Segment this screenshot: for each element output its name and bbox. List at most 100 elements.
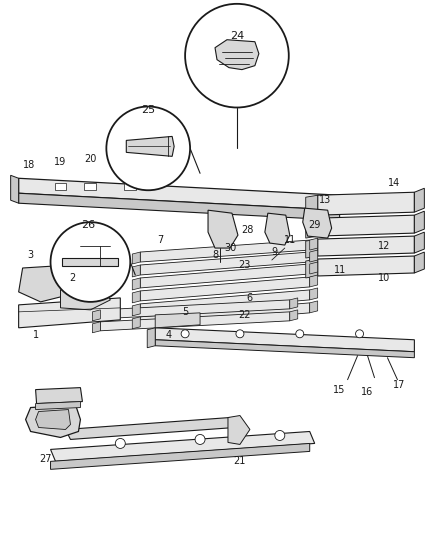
Polygon shape <box>140 252 310 275</box>
Text: 27: 27 <box>39 455 52 464</box>
Polygon shape <box>124 183 136 190</box>
Circle shape <box>181 330 189 338</box>
Polygon shape <box>155 328 414 352</box>
Polygon shape <box>140 290 310 314</box>
Text: 17: 17 <box>393 379 406 390</box>
Text: 8: 8 <box>212 250 218 260</box>
Text: 18: 18 <box>22 160 35 171</box>
Circle shape <box>185 4 289 108</box>
Text: 9: 9 <box>272 247 278 257</box>
Text: 1: 1 <box>32 330 39 340</box>
Polygon shape <box>155 340 414 358</box>
Polygon shape <box>414 232 424 253</box>
Polygon shape <box>50 443 310 470</box>
Polygon shape <box>140 277 310 301</box>
Text: 11: 11 <box>284 235 296 245</box>
Text: 6: 6 <box>247 293 253 303</box>
Polygon shape <box>310 250 318 262</box>
Polygon shape <box>140 264 310 288</box>
Text: 3: 3 <box>28 250 34 260</box>
Polygon shape <box>306 239 318 258</box>
Text: 19: 19 <box>54 157 67 167</box>
Circle shape <box>195 434 205 445</box>
Polygon shape <box>19 193 339 220</box>
Polygon shape <box>140 240 310 262</box>
Polygon shape <box>132 291 140 303</box>
Polygon shape <box>414 211 424 233</box>
Polygon shape <box>35 387 82 403</box>
Polygon shape <box>310 288 318 300</box>
Polygon shape <box>35 409 71 430</box>
Polygon shape <box>132 278 140 290</box>
Polygon shape <box>60 285 110 310</box>
Polygon shape <box>126 136 174 156</box>
Polygon shape <box>310 262 318 274</box>
Polygon shape <box>132 304 140 316</box>
Text: 13: 13 <box>318 195 331 205</box>
Polygon shape <box>25 405 81 438</box>
Circle shape <box>115 439 125 448</box>
Polygon shape <box>11 175 19 203</box>
Text: 7: 7 <box>157 235 163 245</box>
Polygon shape <box>100 300 290 319</box>
Polygon shape <box>228 416 250 445</box>
Text: 26: 26 <box>81 220 95 230</box>
Polygon shape <box>318 215 414 236</box>
Polygon shape <box>414 188 424 212</box>
Text: 22: 22 <box>239 310 251 320</box>
Text: 25: 25 <box>141 106 155 116</box>
Text: 14: 14 <box>389 178 401 188</box>
Polygon shape <box>208 210 238 248</box>
Text: 10: 10 <box>378 273 391 283</box>
Text: 21: 21 <box>234 456 246 466</box>
Polygon shape <box>132 265 140 277</box>
Polygon shape <box>19 298 120 328</box>
Text: 4: 4 <box>165 330 171 340</box>
Circle shape <box>275 431 285 440</box>
Polygon shape <box>35 401 81 409</box>
Polygon shape <box>85 183 96 190</box>
Text: 2: 2 <box>69 273 76 283</box>
Text: 23: 23 <box>239 260 251 270</box>
Text: 5: 5 <box>182 307 188 317</box>
Polygon shape <box>155 313 200 328</box>
Text: 24: 24 <box>230 31 244 41</box>
Polygon shape <box>66 417 235 439</box>
Polygon shape <box>306 218 318 238</box>
Circle shape <box>296 330 304 338</box>
Polygon shape <box>92 322 100 333</box>
Polygon shape <box>132 252 140 264</box>
Text: 11: 11 <box>333 265 346 275</box>
Polygon shape <box>303 208 332 238</box>
Polygon shape <box>265 213 290 245</box>
Polygon shape <box>310 275 318 287</box>
Polygon shape <box>310 301 318 313</box>
Polygon shape <box>318 236 414 256</box>
Circle shape <box>236 330 244 338</box>
Circle shape <box>356 330 364 338</box>
Polygon shape <box>63 258 118 266</box>
Polygon shape <box>132 317 140 329</box>
Polygon shape <box>310 238 318 250</box>
Text: 29: 29 <box>308 220 321 230</box>
Circle shape <box>50 222 130 302</box>
Text: 12: 12 <box>378 241 391 251</box>
Polygon shape <box>290 298 298 309</box>
Polygon shape <box>318 192 414 215</box>
Polygon shape <box>290 310 298 321</box>
Polygon shape <box>414 252 424 273</box>
Polygon shape <box>140 303 310 327</box>
Text: 15: 15 <box>333 385 346 394</box>
Polygon shape <box>50 432 314 462</box>
Polygon shape <box>19 265 81 302</box>
Text: 28: 28 <box>242 225 254 235</box>
Polygon shape <box>215 40 259 70</box>
Polygon shape <box>306 195 318 217</box>
Polygon shape <box>92 310 100 321</box>
Text: 20: 20 <box>84 155 97 164</box>
Circle shape <box>106 107 190 190</box>
Text: 30: 30 <box>224 243 236 253</box>
Polygon shape <box>147 328 155 348</box>
Polygon shape <box>54 183 67 190</box>
Polygon shape <box>306 259 318 278</box>
